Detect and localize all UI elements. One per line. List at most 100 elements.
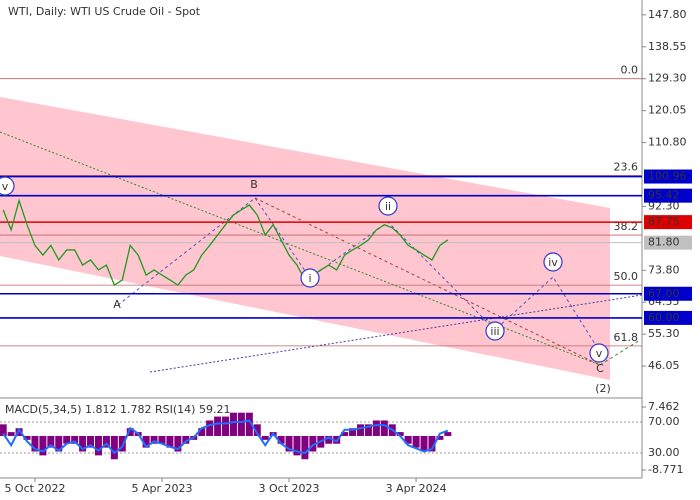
level-box — [644, 310, 692, 325]
macd-bar — [55, 435, 63, 452]
chart-title: WTI, Daily: WTI US Crude Oil - Spot — [8, 5, 201, 18]
price-line — [2, 198, 449, 287]
wave-label: iii — [490, 325, 499, 338]
macd-bar — [364, 424, 372, 436]
y-tick-label: 138.55 — [648, 40, 687, 53]
wave-label: i — [308, 272, 311, 285]
macd-bar — [71, 435, 79, 444]
x-tick-label: 5 Oct 2022 — [4, 482, 65, 495]
wave-circle — [300, 268, 320, 288]
macd-bar — [412, 435, 420, 448]
macd-bar — [245, 412, 253, 436]
macd-bar — [372, 420, 380, 436]
macd-bar — [198, 428, 206, 436]
macd-bar — [150, 435, 158, 444]
macd-bar — [79, 435, 87, 452]
y-tick-label: 110.80 — [648, 136, 687, 149]
macd-bar — [222, 416, 230, 436]
y-tick-label: 30.00 — [648, 446, 680, 459]
trend-line — [149, 294, 643, 373]
y-tick-label: 92.30 — [648, 199, 680, 212]
macd-bar — [87, 435, 95, 448]
macd-bar — [182, 435, 190, 444]
wave-circle — [589, 343, 609, 363]
wave-label: A — [113, 298, 121, 311]
wave-label: v — [596, 347, 603, 360]
fib-label: 38.2 — [614, 220, 639, 233]
macd-bar — [229, 412, 237, 436]
macd-bar — [158, 435, 166, 444]
wave-label: (2) — [595, 382, 611, 395]
macd-bar — [349, 428, 357, 436]
macd-bar — [214, 416, 222, 436]
fib-label: 61.8 — [614, 331, 639, 344]
wave-circle — [485, 321, 505, 341]
macd-bar — [261, 435, 269, 440]
macd-bar — [63, 435, 71, 444]
level-label: 60.00 — [648, 311, 680, 324]
level-label: 67.00 — [648, 287, 680, 300]
macd-bar — [428, 435, 436, 452]
y-tick-label: 46.05 — [648, 359, 680, 372]
x-tick-label: 3 Oct 2023 — [259, 482, 320, 495]
macd-bar — [118, 435, 126, 452]
macd-bar — [23, 435, 31, 440]
macd-bar — [0, 424, 7, 436]
macd-bar — [31, 435, 39, 452]
level-box — [644, 169, 692, 184]
wave-label: B — [250, 178, 258, 191]
macd-bar — [293, 435, 301, 456]
macd-bar — [325, 435, 333, 444]
macd-bar — [7, 432, 15, 436]
level-box — [644, 215, 692, 230]
macd-bar — [341, 432, 349, 436]
macd-bar — [206, 420, 214, 436]
rsi-line — [2, 419, 449, 455]
fib-label: 23.6 — [614, 160, 639, 173]
y-tick-label: 73.80 — [648, 263, 680, 276]
indicator-title: MACD(5,34,5) 1.812 1.782 RSI(14) 59.21 — [5, 403, 230, 416]
macd-bar — [94, 435, 102, 456]
y-tick-label: 147.80 — [648, 8, 687, 21]
macd-bar — [102, 435, 110, 448]
fib-label: 0.0 — [621, 64, 639, 77]
level-label: 100.96 — [648, 170, 687, 183]
macd-bar — [39, 435, 47, 456]
wave-circle — [378, 196, 398, 216]
y-tick-label: 129.30 — [648, 72, 687, 85]
wave-path — [254, 197, 601, 366]
level-label: 87.75 — [648, 215, 680, 228]
level-box — [644, 188, 692, 203]
wave-label: ii — [385, 200, 391, 213]
macd-bar — [174, 435, 182, 452]
y-tick-label: 70.00 — [648, 415, 680, 428]
macd-bar — [301, 435, 309, 460]
x-tick-label: 3 Apr 2024 — [386, 482, 447, 495]
macd-bar — [380, 420, 388, 436]
price-channel — [0, 97, 610, 380]
macd-bar — [396, 432, 404, 436]
macd-bar — [357, 424, 364, 436]
macd-bar — [15, 428, 23, 436]
macd-bar — [166, 435, 174, 448]
y-tick-label: -8.771 — [648, 463, 683, 476]
macd-bar — [420, 435, 428, 452]
y-tick-label: 55.30 — [648, 327, 680, 340]
wave-label: v — [2, 180, 9, 193]
macd-bar — [444, 432, 452, 436]
wave-label: C — [596, 362, 604, 375]
wave-circle — [0, 176, 15, 196]
level-box — [644, 235, 692, 250]
macd-bar — [47, 435, 55, 448]
y-tick-label: 7.462 — [648, 400, 680, 413]
wave-label: iv — [548, 256, 558, 269]
macd-bar — [436, 435, 444, 440]
x-tick-label: 5 Apr 2023 — [131, 482, 192, 495]
wave-path — [599, 339, 641, 366]
macd-bar — [285, 435, 293, 452]
macd-bar — [126, 428, 134, 436]
macd-bar — [110, 435, 118, 460]
macd-bar — [237, 412, 245, 436]
level-box — [644, 286, 692, 301]
